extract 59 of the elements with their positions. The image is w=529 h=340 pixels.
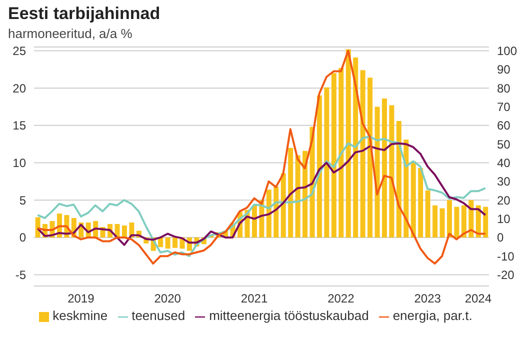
bar — [266, 190, 272, 238]
y2-tick-label: 40 — [497, 156, 511, 170]
bar — [331, 73, 336, 238]
y2-tick-label: 30 — [497, 174, 511, 189]
bar — [410, 161, 416, 238]
x-tick-label: 2020 — [154, 292, 182, 306]
y2-tick-label: 100 — [497, 44, 518, 58]
y2-tick-label: 10 — [497, 212, 511, 226]
y2-tick-label: 50 — [497, 137, 511, 152]
bar — [316, 96, 322, 238]
y2-tick-label: 80 — [497, 81, 511, 96]
y-tick-label: 5 — [19, 193, 26, 208]
legend-label: keskmine — [52, 308, 108, 323]
legend-label: energia, par.t. — [392, 308, 472, 323]
bar — [389, 105, 394, 238]
y2-tick-label: -10 — [497, 249, 515, 264]
bar — [353, 57, 358, 238]
bar — [446, 200, 452, 238]
bar — [382, 98, 387, 238]
bar — [454, 206, 460, 238]
bar — [440, 208, 445, 238]
bar — [425, 190, 430, 238]
bar — [461, 205, 466, 238]
y-tick-label: 10 — [12, 156, 26, 170]
bar — [295, 155, 300, 238]
y-tick-label: 20 — [12, 81, 26, 96]
bar — [368, 78, 373, 238]
y-tick-label: 25 — [12, 44, 26, 58]
bar — [324, 87, 330, 238]
y-tick-label: -5 — [15, 268, 26, 282]
y2-tick-label: 60 — [497, 118, 511, 133]
chart-title: Eesti tarbijahinnad — [8, 4, 162, 24]
y2-tick-label: 70 — [497, 100, 511, 114]
legend-label: mitteenergia tööstuskaubad — [209, 308, 369, 323]
bar — [432, 205, 438, 238]
bar — [288, 148, 294, 238]
y2-tick-label: 0 — [497, 230, 504, 245]
bar — [122, 226, 127, 238]
bar — [280, 173, 286, 238]
line-series — [36, 50, 486, 265]
x-tick-label: 2024 — [464, 292, 492, 306]
bar — [418, 168, 424, 238]
y2-tick-label: 90 — [497, 62, 511, 77]
bar — [346, 49, 351, 238]
y2-tick-label: 20 — [497, 193, 511, 208]
bar — [360, 70, 366, 238]
x-tick-label: 2021 — [240, 292, 268, 306]
chart-subtitle: harmoneeritud, a/a % — [8, 26, 134, 41]
y-tick-label: 15 — [12, 118, 26, 133]
bar — [483, 206, 488, 238]
y2-tick-label: -20 — [497, 268, 515, 282]
bar — [338, 68, 344, 238]
bar — [172, 237, 178, 248]
x-tick-label: 2023 — [414, 292, 442, 306]
bar — [165, 237, 170, 249]
x-tick-label: 2019 — [68, 292, 95, 306]
y-tick-label: 0 — [19, 230, 26, 245]
x-tick-label: 2022 — [328, 292, 355, 306]
legend-label: teenused — [132, 308, 186, 323]
